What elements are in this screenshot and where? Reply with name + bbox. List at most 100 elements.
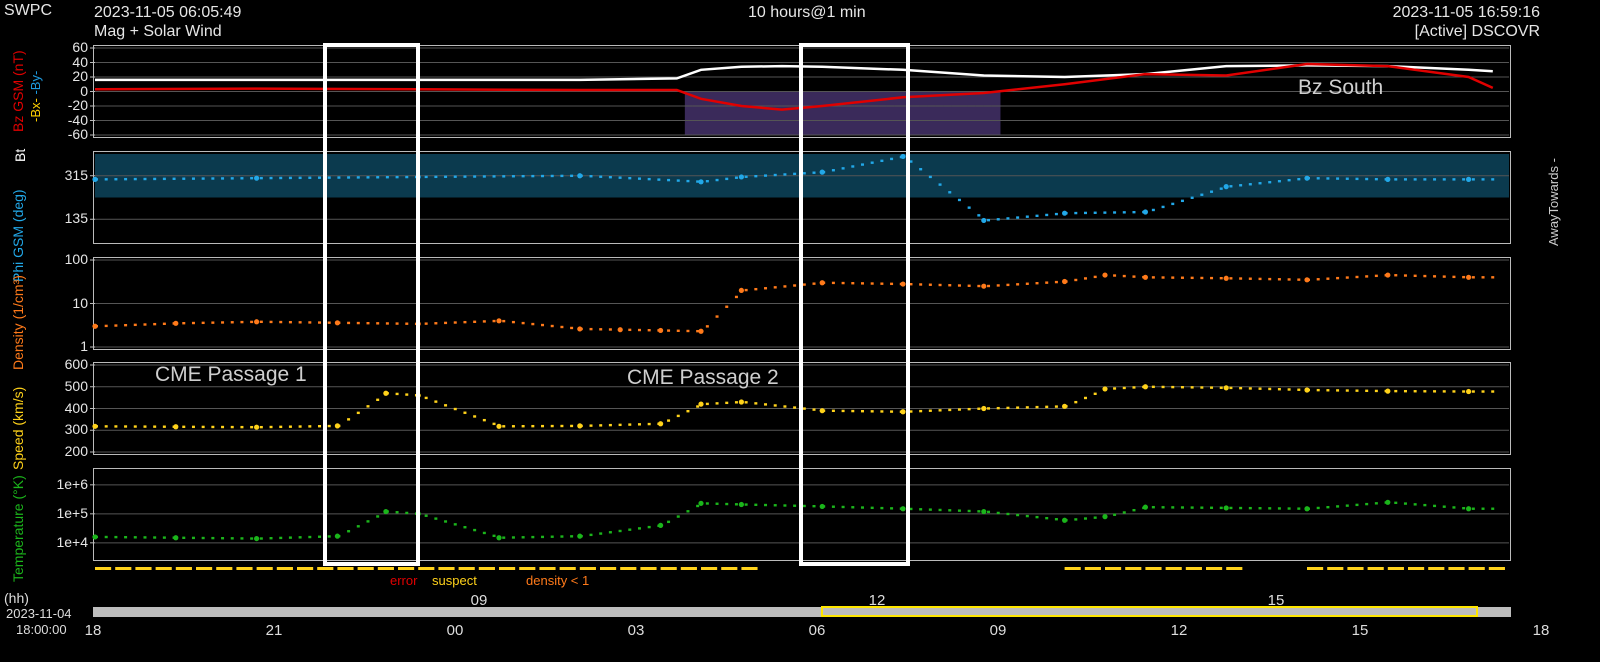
bz-south-fill xyxy=(854,91,864,135)
quality-flag xyxy=(1206,567,1223,570)
trace-point xyxy=(822,409,826,412)
trace-point xyxy=(1239,506,1243,510)
trace-point xyxy=(1374,389,1378,393)
trace-point xyxy=(1210,276,1214,280)
trace-point xyxy=(647,525,651,529)
trace-point xyxy=(773,404,777,407)
trace-point xyxy=(114,178,118,181)
trace-point xyxy=(482,175,486,178)
trace-point xyxy=(444,321,448,325)
quality-flag xyxy=(95,567,112,570)
time-range-selection[interactable] xyxy=(821,606,1478,617)
trace-point xyxy=(1268,387,1272,391)
bottom-tick: 21 xyxy=(265,622,283,639)
data-point xyxy=(1142,209,1148,215)
y-tick-label: 1e+4 xyxy=(56,533,88,550)
trace-point xyxy=(1239,184,1243,187)
quality-flag xyxy=(135,567,152,570)
trace-point xyxy=(870,410,874,413)
quality-flag xyxy=(155,567,172,570)
bz-south-fill xyxy=(822,91,831,135)
trace-point xyxy=(1413,390,1417,393)
data-point xyxy=(1385,388,1391,394)
trace-point xyxy=(977,214,981,217)
top-tick: 12 xyxy=(868,592,886,609)
trace-point xyxy=(453,321,457,324)
trace-point xyxy=(802,172,806,175)
trace-point xyxy=(1287,278,1291,281)
trace-point xyxy=(405,393,409,396)
trace-point xyxy=(1229,386,1233,390)
trace-point xyxy=(1064,405,1068,408)
trace-point xyxy=(1374,502,1378,505)
trace-point xyxy=(1074,211,1078,215)
trace-point xyxy=(783,504,787,507)
trace-point xyxy=(1054,280,1058,284)
trace-point xyxy=(143,323,147,326)
trace-point xyxy=(1423,274,1427,278)
bz-south-fill xyxy=(806,91,815,135)
trace-point xyxy=(880,159,884,163)
data-point xyxy=(1223,275,1229,281)
trace-point xyxy=(1297,177,1301,181)
trace-point xyxy=(482,418,486,422)
bottom-tick: 06 xyxy=(808,622,826,639)
trace-point xyxy=(1413,274,1417,277)
trace-point xyxy=(676,179,680,182)
trace-point xyxy=(1336,389,1340,392)
legend-error: error xyxy=(390,573,418,588)
trace-point xyxy=(1006,406,1010,410)
trace-point xyxy=(802,504,806,508)
quality-flag xyxy=(1367,567,1384,570)
y-tick-label: 600 xyxy=(64,356,88,372)
trace-point xyxy=(1258,277,1262,281)
trace-point xyxy=(831,169,835,172)
top-tick: 15 xyxy=(1267,592,1285,609)
trace-point xyxy=(696,180,700,183)
data-point xyxy=(981,508,987,515)
trace-point xyxy=(1452,506,1456,509)
trace-point xyxy=(579,174,583,177)
trace-point xyxy=(531,174,535,178)
data-point xyxy=(1466,506,1472,512)
trace-point xyxy=(1161,276,1165,279)
trace-point xyxy=(221,177,225,180)
trace-point xyxy=(1016,406,1020,409)
trace-point xyxy=(1083,211,1087,215)
trace-point xyxy=(1365,502,1369,506)
trace-point xyxy=(1229,277,1233,280)
trace-point xyxy=(1316,278,1320,281)
trace-point xyxy=(1122,386,1126,390)
spacecraft-status: [Active] DSCOVR xyxy=(1414,23,1540,40)
trace-point xyxy=(366,176,370,179)
trace-point xyxy=(1423,503,1427,507)
trace-point xyxy=(1384,501,1388,504)
trace-point xyxy=(1074,278,1078,282)
bottom-tick: 12 xyxy=(1170,622,1188,639)
trace-point xyxy=(870,161,874,164)
quality-flag xyxy=(398,567,415,570)
y-tick-label: 500 xyxy=(64,377,88,394)
trace-point xyxy=(1423,390,1427,393)
bz-south-fill xyxy=(911,91,920,135)
trace-point xyxy=(366,405,370,408)
bz-south-fill xyxy=(709,91,718,135)
legend-suspect: suspect xyxy=(432,573,477,588)
bz-south-fill xyxy=(749,91,759,135)
temperature-ylabel: Temperature (°K) xyxy=(10,475,26,582)
trace-point xyxy=(899,282,903,286)
trace-point xyxy=(1355,389,1359,392)
quality-flag xyxy=(276,567,293,570)
time-range-track[interactable] xyxy=(93,607,1511,617)
trace-point xyxy=(473,175,477,178)
data-point xyxy=(900,409,906,415)
trace-point xyxy=(987,218,991,222)
trace-point xyxy=(890,507,894,510)
trace-point xyxy=(385,510,389,513)
trace-point xyxy=(153,425,157,428)
trace-point xyxy=(1054,518,1058,521)
quality-flag xyxy=(1387,567,1404,570)
trace-point xyxy=(1268,507,1272,510)
trace-point xyxy=(793,284,797,287)
trace-point xyxy=(744,401,748,404)
